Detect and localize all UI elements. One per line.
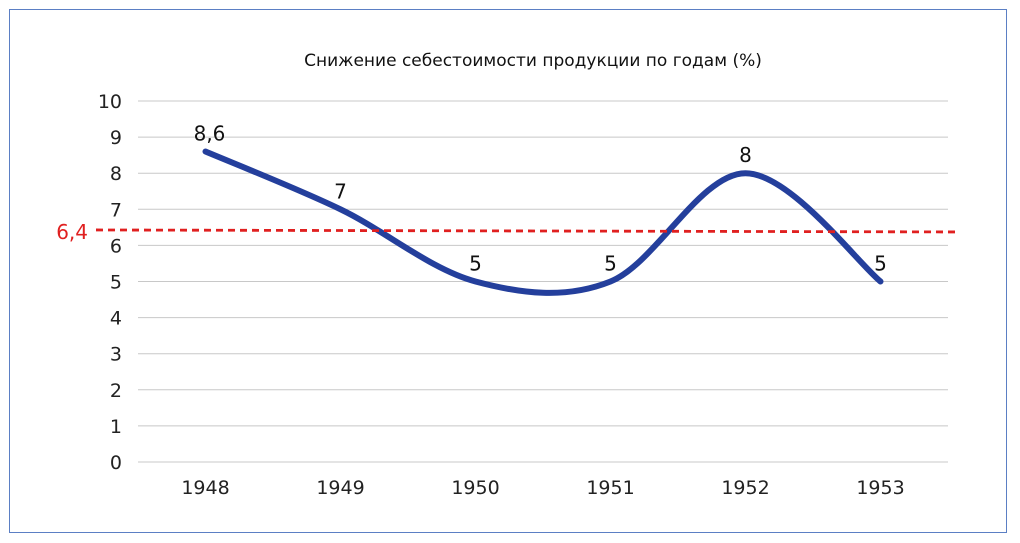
y-tick-label: 0: [110, 452, 122, 474]
y-tick-label: 10: [98, 91, 122, 113]
data-label: 8: [739, 143, 752, 167]
data-label: 8,6: [194, 122, 226, 146]
x-tick-label: 1950: [451, 477, 499, 499]
x-tick-label: 1952: [721, 477, 769, 499]
y-tick-label: 8: [110, 163, 122, 185]
data-label: 5: [604, 252, 617, 276]
chart-title: Снижение себестоимости продукции по года…: [304, 51, 762, 71]
x-tick-label: 1948: [181, 477, 229, 499]
y-tick-label: 4: [110, 308, 122, 330]
y-tick-label: 7: [110, 199, 122, 221]
y-tick-label: 6: [110, 235, 122, 257]
y-tick-label: 2: [110, 380, 122, 402]
data-label: 5: [469, 252, 482, 276]
x-tick-label: 1951: [586, 477, 634, 499]
y-tick-label: 9: [110, 127, 122, 149]
series-line: [202, 148, 884, 296]
reference-line: [95, 228, 959, 234]
x-tick-label: 1953: [856, 477, 904, 499]
y-tick-label: 1: [110, 416, 122, 438]
x-tick-label: 1949: [316, 477, 364, 499]
reference-line-label: 6,4: [56, 220, 88, 244]
y-tick-label: 3: [110, 344, 122, 366]
y-tick-label: 5: [110, 272, 122, 294]
data-label: 5: [874, 252, 887, 276]
chart-frame: [9, 9, 1007, 533]
data-label: 7: [334, 179, 347, 203]
